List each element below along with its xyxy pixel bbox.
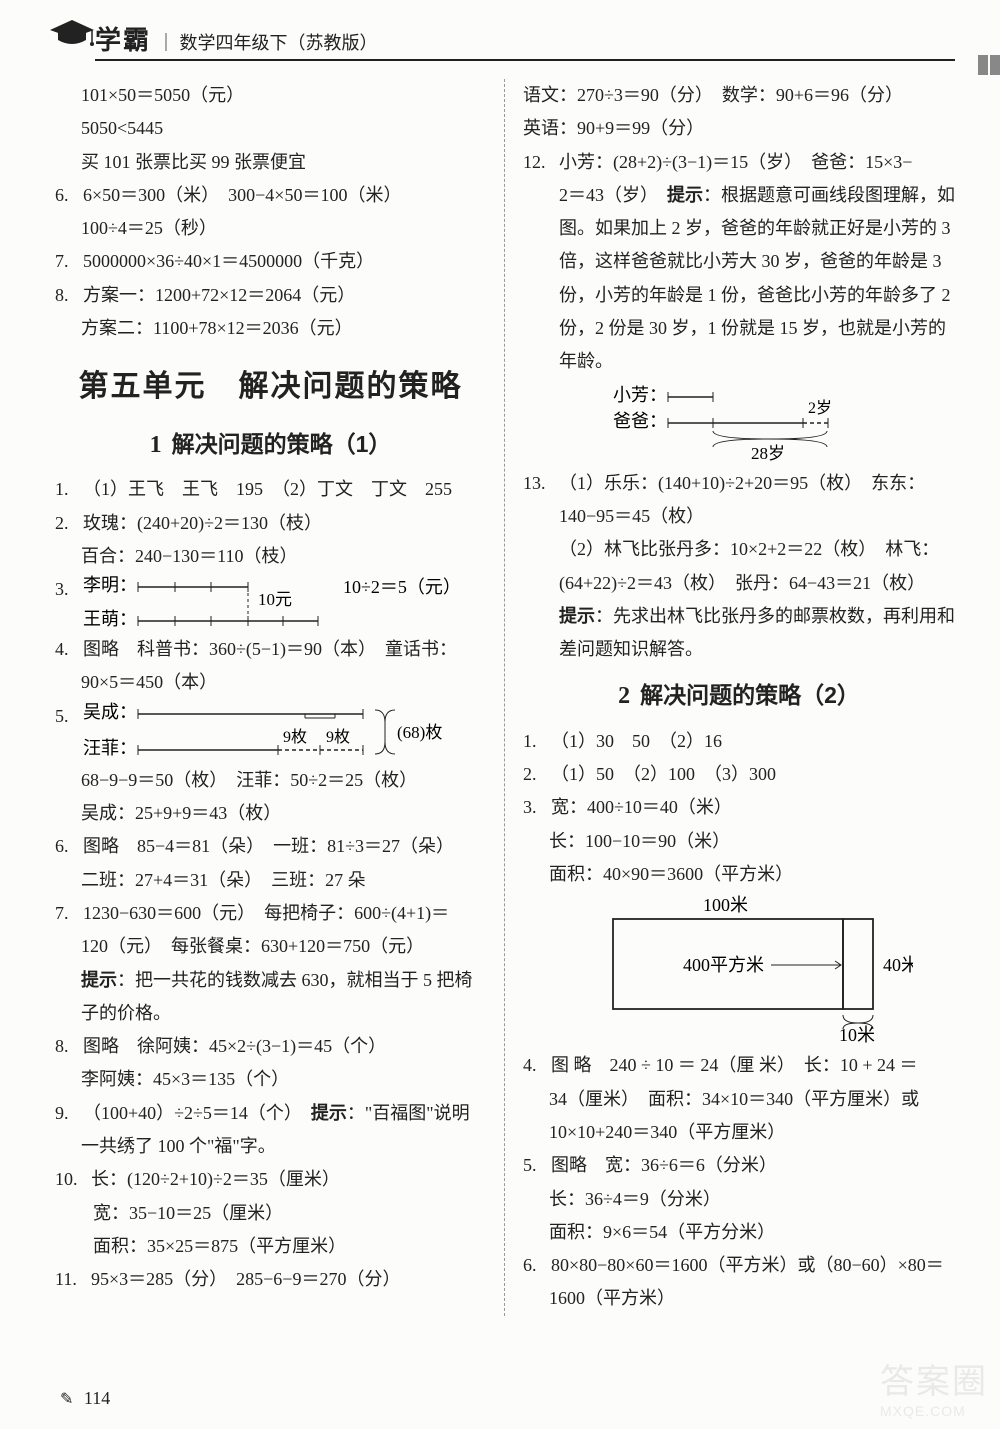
q13: 13.（1）乐乐：(140+10)÷2+20＝95（枚） 东东： bbox=[523, 467, 955, 500]
s2q5b: 长：36÷4＝9（分米） bbox=[523, 1183, 955, 1216]
left-column: 101×50＝5050（元） 5050<5445 买 101 张票比买 99 张… bbox=[55, 79, 505, 1316]
s1q8: 8.图略 徐阿姨：45×2÷(3−1)＝45（个） bbox=[55, 1030, 486, 1063]
svg-text:10÷2＝5（元）: 10÷2＝5（元） bbox=[343, 577, 461, 597]
brand-text: 学霸 bbox=[95, 20, 151, 57]
page-header: 学霸 ｜ 数学四年级下（苏教版） bbox=[95, 20, 955, 61]
s1q3: 3. 李明： 10元 10÷2＝5（元） 王萌： bbox=[55, 573, 486, 633]
logo-hat-icon bbox=[48, 18, 96, 48]
svg-text:400平方米: 400平方米 bbox=[683, 955, 764, 975]
svg-text:2岁: 2岁 bbox=[808, 399, 832, 417]
section1-title: 1解决问题的策略（1） bbox=[55, 423, 486, 467]
svg-text:小芳：: 小芳： bbox=[613, 385, 667, 405]
q12b: 2＝43（岁） 提示：根据题意可画线段图理解，如图。如果加上 2 岁，爸爸的年龄… bbox=[523, 179, 955, 379]
s1q8b: 李阿姨：45×3＝135（个） bbox=[55, 1063, 486, 1096]
s2q4c: 10×10+240＝340（平方厘米） bbox=[523, 1116, 955, 1149]
s1q10: 10.长：(120÷2+10)÷2＝35（厘米） bbox=[55, 1163, 486, 1196]
s2q5c: 面积：9×6＝54（平方分米） bbox=[523, 1216, 955, 1249]
svg-text:10米: 10米 bbox=[839, 1025, 875, 1045]
watermark: 答案圈 MXQE.COM bbox=[880, 1354, 988, 1419]
s2q6: 6.80×80−80×60＝1600（平方米）或（80−60）×80＝ bbox=[523, 1249, 955, 1282]
svg-text:40米: 40米 bbox=[883, 955, 913, 975]
q13d: (64+22)÷2＝43（枚） 张丹：64−43＝21（枚） bbox=[523, 567, 955, 600]
s2q5: 5.图略 宽：36÷6＝6（分米） bbox=[523, 1149, 955, 1182]
svg-text:汪菲：: 汪菲： bbox=[83, 738, 137, 758]
svg-text:9枚: 9枚 bbox=[283, 728, 307, 746]
q8: 8.方案一：1200+72×12＝2064（元） bbox=[55, 279, 486, 312]
s2q3: 3.宽：400÷10＝40（米） bbox=[523, 791, 955, 824]
q6b: 100÷4＝25（秒） bbox=[55, 212, 486, 245]
q12: 12.小芳：(28+2)÷(3−1)＝15（岁） 爸爸：15×3− bbox=[523, 146, 955, 179]
s1q4b: 90×5＝450（本） bbox=[55, 666, 486, 699]
s1q1: 1.（1）王飞 王飞 195 （2）丁文 丁文 255 bbox=[55, 473, 486, 506]
svg-text:(68)枚: (68)枚 bbox=[397, 723, 442, 742]
s1q4: 4.图略 科普书：360÷(5−1)＝90（本） 童话书： bbox=[55, 633, 486, 666]
svg-text:吴成：: 吴成： bbox=[83, 702, 137, 722]
s2q4: 4.图 略 240 ÷ 10 ＝ 24（厘 米） 长：10 + 24 ＝ bbox=[523, 1049, 955, 1082]
pre-line: 买 101 张票比买 99 张票便宜 bbox=[55, 146, 486, 179]
s2q3-diagram: 100米 400平方米 40米 10米 bbox=[593, 895, 913, 1045]
s1q9b: 一共绣了 100 个"福"字。 bbox=[55, 1130, 486, 1163]
s2q2: 2.（1）50 （2）100 （3）300 bbox=[523, 758, 955, 791]
s2q1: 1.（1）30 50 （2）16 bbox=[523, 725, 955, 758]
s1q6: 6.图略 85−4＝81（朵） 一班：81÷3＝27（朵） bbox=[55, 830, 486, 863]
s1q11: 11.95×3＝285（分） 285−6−9＝270（分） bbox=[55, 1263, 486, 1296]
s1q5c: 68−9−9＝50（枚） 汪菲：50÷2＝25（枚） bbox=[55, 764, 486, 797]
q13e: 提示：先求出林飞比张丹多的邮票枚数，再利用和差问题知识解答。 bbox=[523, 600, 955, 667]
page-number: ✎ 114 bbox=[60, 1388, 110, 1409]
s2q4b: 34（厘米） 面积：34×10＝340（平方厘米）或 bbox=[523, 1083, 955, 1116]
svg-text:100米: 100米 bbox=[703, 895, 748, 915]
s1q9: 9.（100+40）÷2÷5＝14（个） 提示："百福图"说明 bbox=[55, 1097, 486, 1130]
q7: 7.5000000×36÷40×1＝4500000（千克） bbox=[55, 245, 486, 278]
svg-text:10元: 10元 bbox=[258, 590, 292, 609]
pre-line: 101×50＝5050（元） bbox=[55, 79, 486, 112]
q8b: 方案二：1100+78×12＝2036（元） bbox=[55, 312, 486, 345]
s1q7b: 120（元） 每张餐桌：630+120＝750（元） bbox=[55, 930, 486, 963]
pencil-icon: ✎ bbox=[60, 1391, 73, 1408]
s2q3c: 面积：40×90＝3600（平方米） bbox=[523, 858, 955, 891]
s1q2: 2.玫瑰：(240+20)÷2＝130（枝） bbox=[55, 507, 486, 540]
s1q5d: 吴成：25+9+9＝43（枚） bbox=[55, 797, 486, 830]
svg-text:28岁: 28岁 bbox=[751, 444, 785, 463]
svg-text:王萌：: 王萌： bbox=[83, 609, 137, 629]
s1q6b: 二班：27+4＝31（朵） 三班：27 朵 bbox=[55, 864, 486, 897]
s1q5-diagram: 吴成： 汪菲： 9枚 bbox=[83, 700, 483, 764]
s1q7c: 提示：把一共花的钱数减去 630，就相当于 5 把椅子的价格。 bbox=[55, 964, 486, 1031]
svg-text:爸爸：: 爸爸： bbox=[613, 411, 667, 431]
q12-diagram: 小芳： 爸爸： 2岁 28岁 bbox=[613, 383, 873, 463]
svg-text:9枚: 9枚 bbox=[326, 728, 350, 746]
header-subtitle: ｜ 数学四年级下（苏教版） bbox=[157, 29, 378, 55]
edge-tab-marks bbox=[978, 55, 1000, 75]
s1q7: 7.1230−630＝600（元） 每把椅子：600÷(4+1)＝ bbox=[55, 897, 486, 930]
q6: 6.6×50＝300（米） 300−4×50＝100（米） bbox=[55, 179, 486, 212]
s1q10b: 宽：35−10＝25（厘米） bbox=[55, 1197, 486, 1230]
right-column: 语文：270÷3＝90（分） 数学：90+6＝96（分） 英语：90+9＝99（… bbox=[505, 79, 955, 1316]
s1q3-diagram: 李明： 10元 10÷2＝5（元） 王萌： bbox=[83, 573, 473, 633]
section2-title: 2解决问题的策略（2） bbox=[523, 674, 955, 718]
q13b: 140−95＝45（枚） bbox=[523, 500, 955, 533]
q11b: 语文：270÷3＝90（分） 数学：90+6＝96（分） bbox=[523, 79, 955, 112]
s1q2b: 百合：240−130＝110（枝） bbox=[55, 540, 486, 573]
unit-title: 第五单元 解决问题的策略 bbox=[55, 359, 486, 415]
s2q6b: 1600（平方米） bbox=[523, 1282, 955, 1315]
s1q10c: 面积：35×25＝875（平方厘米） bbox=[55, 1230, 486, 1263]
svg-text:李明：: 李明： bbox=[83, 575, 137, 595]
s1q5: 5. 吴成： 汪菲： bbox=[55, 700, 486, 764]
pre-line: 5050<5445 bbox=[55, 112, 486, 145]
q13c: （2）林飞比张丹多：10×2+2＝22（枚） 林飞： bbox=[523, 533, 955, 566]
s2q3b: 长：100−10＝90（米） bbox=[523, 825, 955, 858]
q11c: 英语：90+9＝99（分） bbox=[523, 112, 955, 145]
